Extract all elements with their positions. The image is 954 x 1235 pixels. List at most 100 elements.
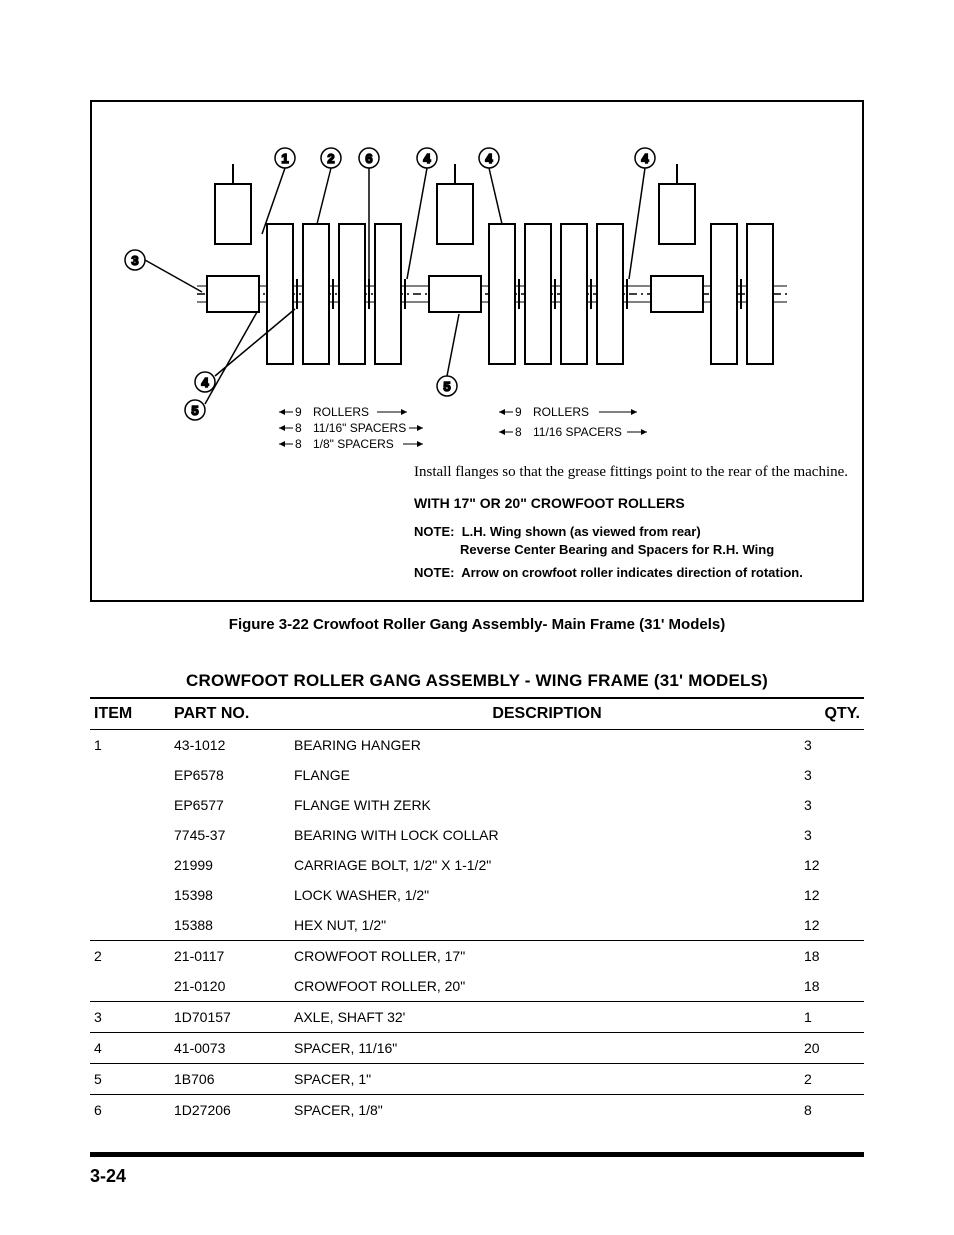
note-1-lead: NOTE: — [414, 524, 454, 539]
diagram-right-8: 8 — [515, 425, 522, 439]
cell-part: 21-0117 — [170, 940, 290, 971]
cell-item: 6 — [90, 1094, 170, 1125]
callout-4c: 4 — [641, 151, 649, 166]
table-header-row: ITEM PART NO. DESCRIPTION QTY. — [90, 698, 864, 730]
cell-qty: 12 — [804, 850, 864, 880]
cell-part: 1B706 — [170, 1063, 290, 1094]
table-row: EP6578FLANGE3 — [90, 760, 864, 790]
cell-desc: FLANGE — [290, 760, 804, 790]
diagram-right-rollers: ROLLERS — [533, 405, 589, 419]
cell-qty: 3 — [804, 729, 864, 760]
header-desc: DESCRIPTION — [290, 698, 804, 730]
table-row: 21999CARRIAGE BOLT, 1/2" X 1-1/2"12 — [90, 850, 864, 880]
note-1b: Reverse Center Bearing and Spacers for R… — [460, 541, 850, 559]
cell-item: 3 — [90, 1001, 170, 1032]
note-1a: L.H. Wing shown (as viewed from rear) — [462, 524, 701, 539]
cell-part: 43-1012 — [170, 729, 290, 760]
table-row: 221-0117CROWFOOT ROLLER, 17"18 — [90, 940, 864, 971]
header-part: PART NO. — [170, 698, 290, 730]
cell-desc: BEARING HANGER — [290, 729, 804, 760]
cell-item — [90, 760, 170, 790]
callout-4b: 4 — [485, 151, 493, 166]
parts-table: ITEM PART NO. DESCRIPTION QTY. 143-1012B… — [90, 697, 864, 1125]
cell-item — [90, 820, 170, 850]
cell-item — [90, 910, 170, 941]
cell-part: EP6577 — [170, 790, 290, 820]
cell-qty: 1 — [804, 1001, 864, 1032]
note-2-lead: NOTE: — [414, 565, 454, 580]
table-row: 51B706SPACER, 1"2 — [90, 1063, 864, 1094]
cell-desc: CROWFOOT ROLLER, 17" — [290, 940, 804, 971]
cell-part: 1D27206 — [170, 1094, 290, 1125]
cell-qty: 3 — [804, 790, 864, 820]
diagram-right-9: 9 — [515, 405, 522, 419]
cell-qty: 3 — [804, 760, 864, 790]
table-row: 15388HEX NUT, 1/2"12 — [90, 910, 864, 941]
table-row: 7745-37BEARING WITH LOCK COLLAR3 — [90, 820, 864, 850]
cell-desc: CARRIAGE BOLT, 1/2" X 1-1/2" — [290, 850, 804, 880]
note-2: NOTE: Arrow on crowfoot roller indicates… — [414, 564, 850, 582]
diagram-left-11-16: 11/16" SPACERS — [313, 421, 406, 435]
page-number: 3-24 — [90, 1166, 126, 1187]
table-row: EP6577FLANGE WITH ZERK3 — [90, 790, 864, 820]
diagram-left-8a: 8 — [295, 421, 302, 435]
cell-part: 1D70157 — [170, 1001, 290, 1032]
cell-part: EP6578 — [170, 760, 290, 790]
table-title: CROWFOOT ROLLER GANG ASSEMBLY - WING FRA… — [90, 671, 864, 691]
note-1: NOTE: L.H. Wing shown (as viewed from re… — [414, 523, 850, 558]
table-body: 143-1012BEARING HANGER3EP6578FLANGE3EP65… — [90, 729, 864, 1125]
table-row: 441-0073SPACER, 11/16"20 — [90, 1032, 864, 1063]
cell-part: 7745-37 — [170, 820, 290, 850]
callout-2: 2 — [327, 151, 334, 166]
table-row: 143-1012BEARING HANGER3 — [90, 729, 864, 760]
cell-desc: AXLE, SHAFT 32' — [290, 1001, 804, 1032]
header-qty: QTY. — [804, 698, 864, 730]
cell-desc: BEARING WITH LOCK COLLAR — [290, 820, 804, 850]
footer-rule — [90, 1152, 864, 1157]
cell-item — [90, 790, 170, 820]
figure-box: 1 2 6 4 4 4 3 4 5 5 — [90, 100, 864, 602]
diagram-left-9: 9 — [295, 405, 302, 419]
header-item: ITEM — [90, 698, 170, 730]
cell-part: 15388 — [170, 910, 290, 941]
callout-3: 3 — [131, 253, 138, 268]
table-row: 21-0120CROWFOOT ROLLER, 20"18 — [90, 971, 864, 1002]
cell-part: 21999 — [170, 850, 290, 880]
cell-desc: CROWFOOT ROLLER, 20" — [290, 971, 804, 1002]
cell-part: 15398 — [170, 880, 290, 910]
cell-item — [90, 971, 170, 1002]
figure-caption: Figure 3-22 Crowfoot Roller Gang Assembl… — [90, 616, 864, 633]
callout-4d: 4 — [201, 375, 209, 390]
install-note: Install flanges so that the grease fitti… — [414, 464, 850, 481]
cell-desc: SPACER, 1/8" — [290, 1094, 804, 1125]
table-row: 31D70157AXLE, SHAFT 32'1 — [90, 1001, 864, 1032]
cell-part: 21-0120 — [170, 971, 290, 1002]
table-row: 61D27206SPACER, 1/8"8 — [90, 1094, 864, 1125]
cell-item: 1 — [90, 729, 170, 760]
callout-1: 1 — [281, 151, 288, 166]
cell-qty: 2 — [804, 1063, 864, 1094]
cell-qty: 12 — [804, 910, 864, 941]
assembly-diagram: 1 2 6 4 4 4 3 4 5 5 — [104, 114, 850, 454]
callout-4a: 4 — [423, 151, 431, 166]
diagram-right-11-16: 11/16 SPACERS — [533, 425, 622, 439]
cell-qty: 8 — [804, 1094, 864, 1125]
diagram-left-8b: 8 — [295, 437, 302, 451]
cell-item — [90, 850, 170, 880]
cell-qty: 12 — [804, 880, 864, 910]
callout-6: 6 — [365, 151, 372, 166]
cell-desc: FLANGE WITH ZERK — [290, 790, 804, 820]
cell-qty: 3 — [804, 820, 864, 850]
cell-item: 4 — [90, 1032, 170, 1063]
table-row: 15398LOCK WASHER, 1/2"12 — [90, 880, 864, 910]
note-2-text: Arrow on crowfoot roller indicates direc… — [461, 565, 803, 580]
cell-qty: 18 — [804, 971, 864, 1002]
cell-desc: HEX NUT, 1/2" — [290, 910, 804, 941]
cell-item — [90, 880, 170, 910]
cell-item: 2 — [90, 940, 170, 971]
diagram-left-1-8: 1/8" SPACERS — [313, 437, 394, 451]
cell-desc: LOCK WASHER, 1/2" — [290, 880, 804, 910]
cell-part: 41-0073 — [170, 1032, 290, 1063]
with-rollers-line: WITH 17" OR 20" CROWFOOT ROLLERS — [414, 495, 850, 511]
cell-item: 5 — [90, 1063, 170, 1094]
